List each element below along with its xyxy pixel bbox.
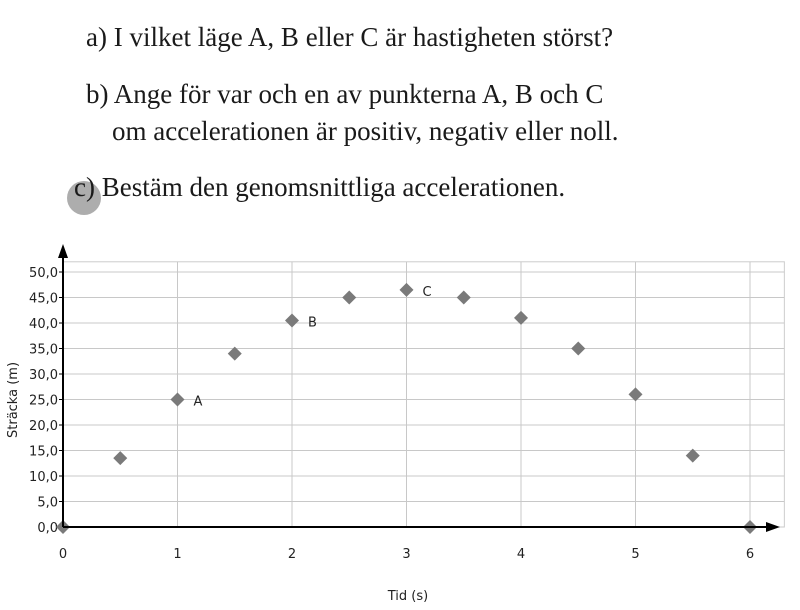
y-tick-label: 10,0 bbox=[29, 470, 58, 485]
y-tick-label: 15,0 bbox=[29, 445, 58, 460]
x-tick-label: 4 bbox=[517, 547, 525, 562]
y-tick-label: 50,0 bbox=[29, 266, 58, 281]
y-tick-label: 0,0 bbox=[37, 521, 58, 536]
data-point bbox=[514, 310, 528, 325]
data-point bbox=[113, 451, 128, 466]
question-line: c) Bestäm den genomsnittliga acceleratio… bbox=[74, 172, 565, 202]
x-tick-label: 2 bbox=[288, 547, 296, 562]
data-point bbox=[456, 290, 471, 305]
x-tick-label: 5 bbox=[631, 547, 639, 562]
data-point bbox=[170, 392, 185, 407]
y-tick-label: 25,0 bbox=[29, 394, 58, 409]
y-tick-label: 35,0 bbox=[29, 343, 58, 358]
x-axis-label: Tid (s) bbox=[387, 589, 428, 604]
data-point bbox=[685, 448, 700, 463]
question-line: om accelerationen är positiv, negativ el… bbox=[112, 116, 619, 146]
point-label: C bbox=[423, 285, 432, 300]
y-tick-label: 5,0 bbox=[37, 496, 58, 511]
question-marker bbox=[67, 181, 101, 215]
y-tick-label: 20,0 bbox=[29, 419, 58, 434]
point-label: B bbox=[308, 315, 317, 330]
point-label: A bbox=[194, 395, 203, 410]
data-point bbox=[285, 313, 299, 328]
data-point bbox=[342, 290, 357, 305]
data-point bbox=[227, 346, 242, 361]
data-point bbox=[628, 387, 643, 402]
y-axis-arrow bbox=[58, 244, 68, 258]
x-tick-label: 0 bbox=[59, 547, 67, 562]
y-tick-label: 45,0 bbox=[29, 292, 58, 307]
y-tick-label: 30,0 bbox=[29, 368, 58, 383]
x-axis-arrow bbox=[766, 522, 780, 532]
question-line: b) Ange för var och en av punkterna A, B… bbox=[86, 79, 603, 109]
x-tick-label: 6 bbox=[746, 547, 754, 562]
x-tick-label: 1 bbox=[173, 547, 181, 562]
plot-frame bbox=[62, 261, 785, 528]
data-point bbox=[399, 282, 414, 297]
y-tick-label: 40,0 bbox=[29, 317, 58, 332]
data-point bbox=[571, 341, 586, 356]
y-axis-label: Sträcka (m) bbox=[6, 362, 21, 438]
question-line: a) I vilket läge A, B eller C är hastigh… bbox=[86, 22, 613, 52]
x-tick-label: 3 bbox=[402, 547, 410, 562]
plot-area: 0,05,010,015,020,025,030,035,040,045,050… bbox=[29, 261, 785, 562]
